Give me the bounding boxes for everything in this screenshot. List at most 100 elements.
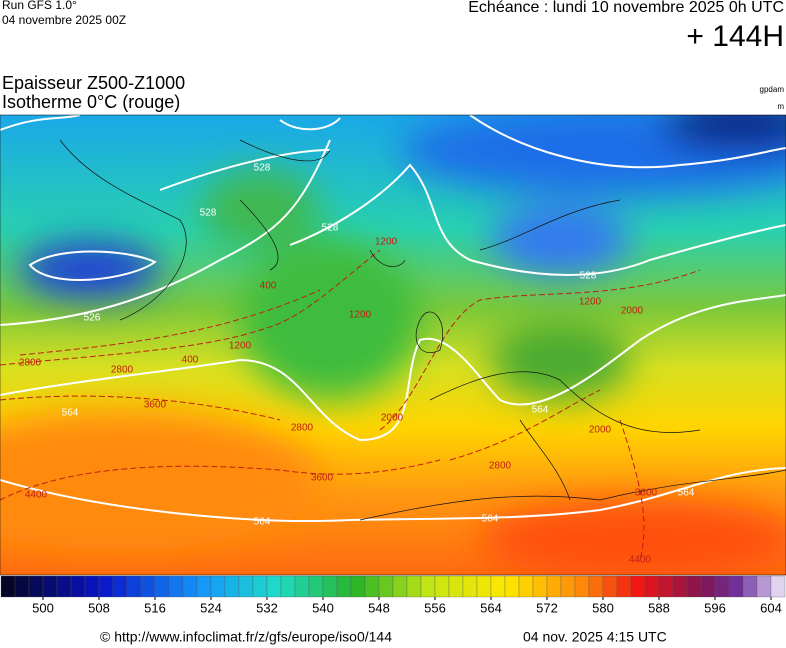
colorbar-label: 540 [312,600,334,615]
colorbar-cell [98,575,114,598]
contour-label: 564 [678,488,695,499]
contour-label: 564 [254,517,271,528]
run-date: 04 novembre 2025 00Z [2,13,126,27]
colorbar-cell [56,575,72,598]
colorbar-cell [518,575,534,598]
colorbar-cell [182,575,198,598]
contour-label: 2000 [621,306,644,317]
colorbar-cell [588,575,604,598]
colorbar-cell [210,575,226,598]
colorbar-label: 564 [480,600,502,615]
contour-label: 528 [580,271,597,282]
colorbar-label: 548 [368,600,390,615]
colorbar-label: 532 [256,600,278,615]
contour-label: 400 [260,281,277,292]
contour-label: 3600 [311,473,334,484]
colorbar-cell [770,575,786,598]
contour-label: 526 [84,313,101,324]
colorbar-cell [686,575,702,598]
run-label: Run GFS 1.0° [2,0,77,12]
colorbar-cell [266,575,282,598]
contour-label: 564 [62,408,79,419]
colorbar-cell [336,575,352,598]
colorbar-cell [70,575,86,598]
colorbar-cell [602,575,618,598]
contour-label: 400 [182,355,199,366]
contour-label: 3600 [635,488,658,499]
colorbar-cell [658,575,674,598]
colorbar-cell [434,575,450,598]
colorbar-label: 556 [424,600,446,615]
colorbar-cell [196,575,212,598]
unit-thickness: gpdam [760,85,785,94]
title-line1: Epaisseur Z500-Z1000 [2,73,185,93]
colorbar-cell [350,575,366,598]
colorbar-cell [728,575,744,598]
contour-label: 2000 [589,425,612,436]
title-line2: Isotherme 0°C (rouge) [2,92,180,112]
colorbar-cell [42,575,58,598]
colorbar-cell [308,575,324,598]
colorbar-cell [154,575,170,598]
contour-label: 2800 [291,423,314,434]
contour-label: 528 [254,163,271,174]
colorbar-cell [168,575,184,598]
colorbar-cell [476,575,492,598]
colorbar-cell [406,575,422,598]
contour-label: 2800 [111,365,134,376]
colorbar-cell [280,575,296,598]
colorbar-cell [616,575,632,598]
colorbar-cell [392,575,408,598]
colorbar-label: 588 [648,600,670,615]
colorbar-label: 524 [200,600,222,615]
colorbar-cell [364,575,380,598]
contour-label: 564 [482,514,499,525]
colorbar-cell [644,575,660,598]
colorbar-cell [462,575,478,598]
colorbar-cell [630,575,646,598]
colorbar-cell [560,575,576,598]
unit-isotherm: m [777,102,784,111]
colorbar-cell [756,575,772,598]
contour-label: 1200 [229,341,252,352]
colorbar-label: 516 [144,600,166,615]
colorbar-cell [448,575,464,598]
colorbar-cell [546,575,562,598]
footer-url: © http://www.infoclimat.fr/z/gfs/europe/… [100,629,392,645]
colorbar-cell [140,575,156,598]
colorbar-label: 572 [536,600,558,615]
contour-label: 2000 [381,413,404,424]
contour-label: 2800 [489,461,512,472]
colorbar-label: 500 [32,600,54,615]
colorbar-cell [84,575,100,598]
footer-timestamp: 04 nov. 2025 4:15 UTC [523,629,667,645]
colorbar-cell [700,575,716,598]
contour-label: 564 [532,405,549,416]
colorbar-cell [112,575,128,598]
contour-label: 2800 [19,358,42,369]
colorbar-label: 596 [704,600,726,615]
colorbar-cell [672,575,688,598]
contour-label: 4400 [25,490,48,501]
colorbar-cell [322,575,338,598]
contour-label: 4400 [629,555,652,566]
contour-label: 1200 [375,237,398,248]
map-frame [0,114,786,576]
colorbar-cell [252,575,268,598]
contour-label: 1200 [349,310,372,321]
colorbar-cell [294,575,310,598]
contour-labels: 528 528 528 528 526 564 564 564 564 2800 2800 3600 3… [19,163,695,566]
colorbar-cell [0,575,16,598]
colorbar-cell [14,575,30,598]
lead-time: + 144H [686,20,784,53]
contour-label: 528 [200,208,217,219]
colorbar-cell [420,575,436,598]
colorbar-cell [28,575,44,598]
contour-label: 528 [322,223,339,234]
colorbar-cell [574,575,590,598]
colorbar-cell [490,575,506,598]
map [0,115,786,575]
contour-label: 1200 [579,297,602,308]
echeance: Echéance : lundi 10 novembre 2025 0h UTC [468,0,784,16]
